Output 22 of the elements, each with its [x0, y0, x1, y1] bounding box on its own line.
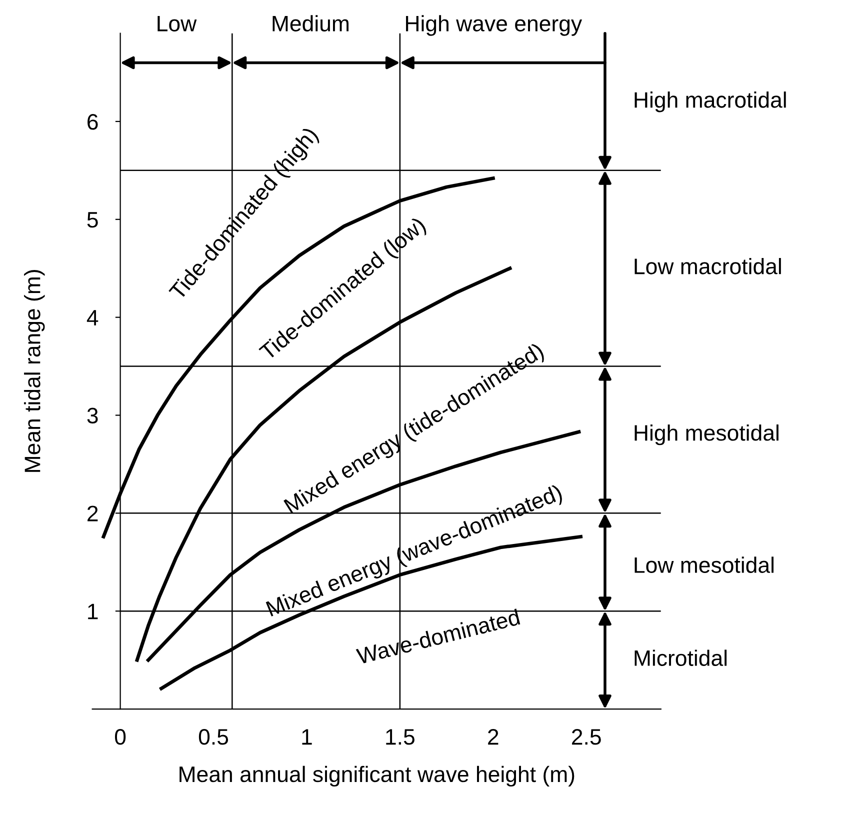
y-axis-title: Mean tidal range (m) [24, 270, 45, 472]
y-tick-label: 2 [88, 506, 98, 522]
x-tick-label: 1 [302, 729, 312, 745]
annotation: Microtidal [634, 650, 727, 666]
y-tick-label: 5 [87, 212, 98, 228]
x-tick-label: 2.5 [572, 729, 601, 745]
annotation: High macrotidal [634, 92, 786, 112]
text: Medium [272, 15, 349, 32]
x-tick-label: 0 [114, 729, 126, 745]
text: Low [158, 16, 197, 32]
annotation: Low macrotidal [634, 258, 781, 274]
x-tick-label: 1.5 [386, 729, 414, 745]
y-tick-label: 4 [86, 310, 98, 326]
y-tick-label: 1 [88, 604, 98, 620]
y-tick-label: 6 [88, 114, 98, 130]
annotation: High wave energy [406, 15, 582, 36]
annotation: Low mesotidal [634, 556, 774, 573]
x-axis-title: Mean annual significant wave height (m) [180, 766, 574, 787]
x-tick-label: 2 [488, 729, 498, 745]
x-tick-label: 0.5 [198, 729, 228, 745]
y-tick-label: 3 [87, 408, 98, 424]
annotation: High mesotidal [634, 424, 778, 446]
